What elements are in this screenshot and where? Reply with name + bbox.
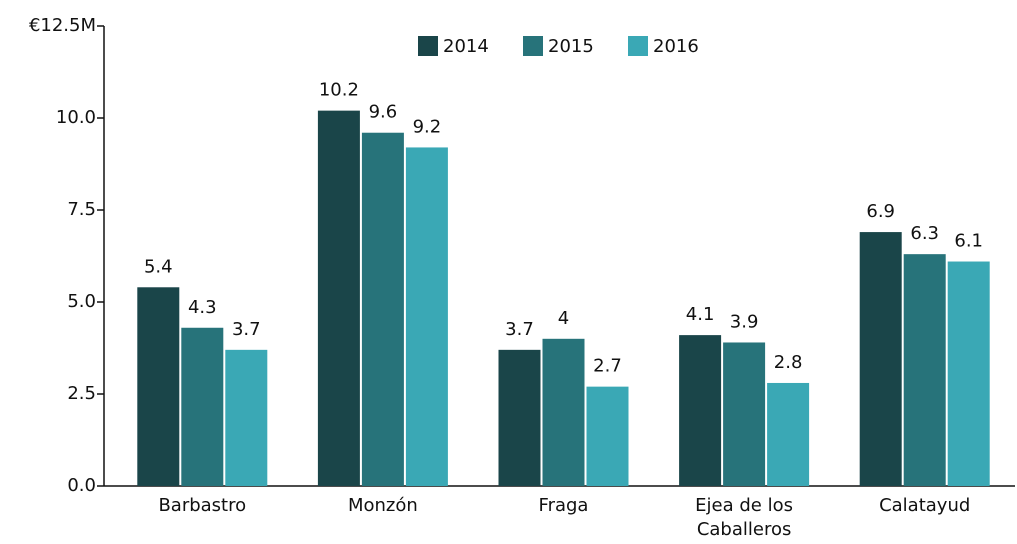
bar	[542, 338, 585, 486]
value-label: 3.9	[730, 311, 759, 332]
value-label: 2.7	[593, 356, 622, 377]
x-tick-label: Calatayud	[879, 495, 971, 516]
bar	[679, 335, 722, 486]
x-tick-label: Ejea de los Caballeros	[695, 495, 793, 540]
legend-swatch	[628, 36, 648, 56]
y-tick-label: 0.0	[67, 475, 96, 496]
value-label: 9.6	[369, 102, 398, 123]
y-tick-label: 10.0	[56, 107, 96, 128]
bar	[405, 147, 448, 486]
bar	[767, 382, 810, 486]
bar	[903, 254, 946, 486]
y-tick-label: €12.5M	[29, 15, 96, 36]
bar	[137, 287, 180, 486]
bar	[225, 349, 268, 486]
value-label: 6.1	[954, 231, 983, 252]
bar	[498, 349, 541, 486]
x-tick-label: Fraga	[538, 495, 589, 516]
x-tick-label: Monzón	[347, 495, 418, 516]
value-label: 4	[558, 308, 569, 329]
value-label: 9.2	[413, 116, 442, 137]
bar	[586, 386, 629, 486]
y-tick-label: 5.0	[67, 291, 96, 312]
value-label: 4.1	[686, 304, 715, 325]
legend-label: 2015	[548, 36, 594, 57]
value-label: 4.3	[188, 297, 217, 318]
legend-swatch	[418, 36, 438, 56]
bar	[947, 261, 990, 486]
legend-label: 2016	[653, 36, 699, 57]
value-label: 3.7	[232, 319, 261, 340]
bar	[723, 342, 766, 486]
value-label: 2.8	[774, 352, 803, 373]
value-label: 5.4	[144, 256, 173, 277]
value-label: 10.2	[319, 80, 359, 101]
bar	[181, 327, 224, 486]
value-label: 6.9	[866, 201, 895, 222]
value-label: 6.3	[910, 223, 939, 244]
legend-swatch	[523, 36, 543, 56]
y-tick-label: 2.5	[67, 383, 96, 404]
legend-label: 2014	[443, 36, 489, 57]
bar	[859, 232, 902, 486]
y-tick-label: 7.5	[67, 199, 96, 220]
bar	[317, 110, 360, 486]
value-label: 3.7	[505, 319, 534, 340]
bar	[361, 132, 404, 486]
x-tick-label: Barbastro	[158, 495, 247, 516]
